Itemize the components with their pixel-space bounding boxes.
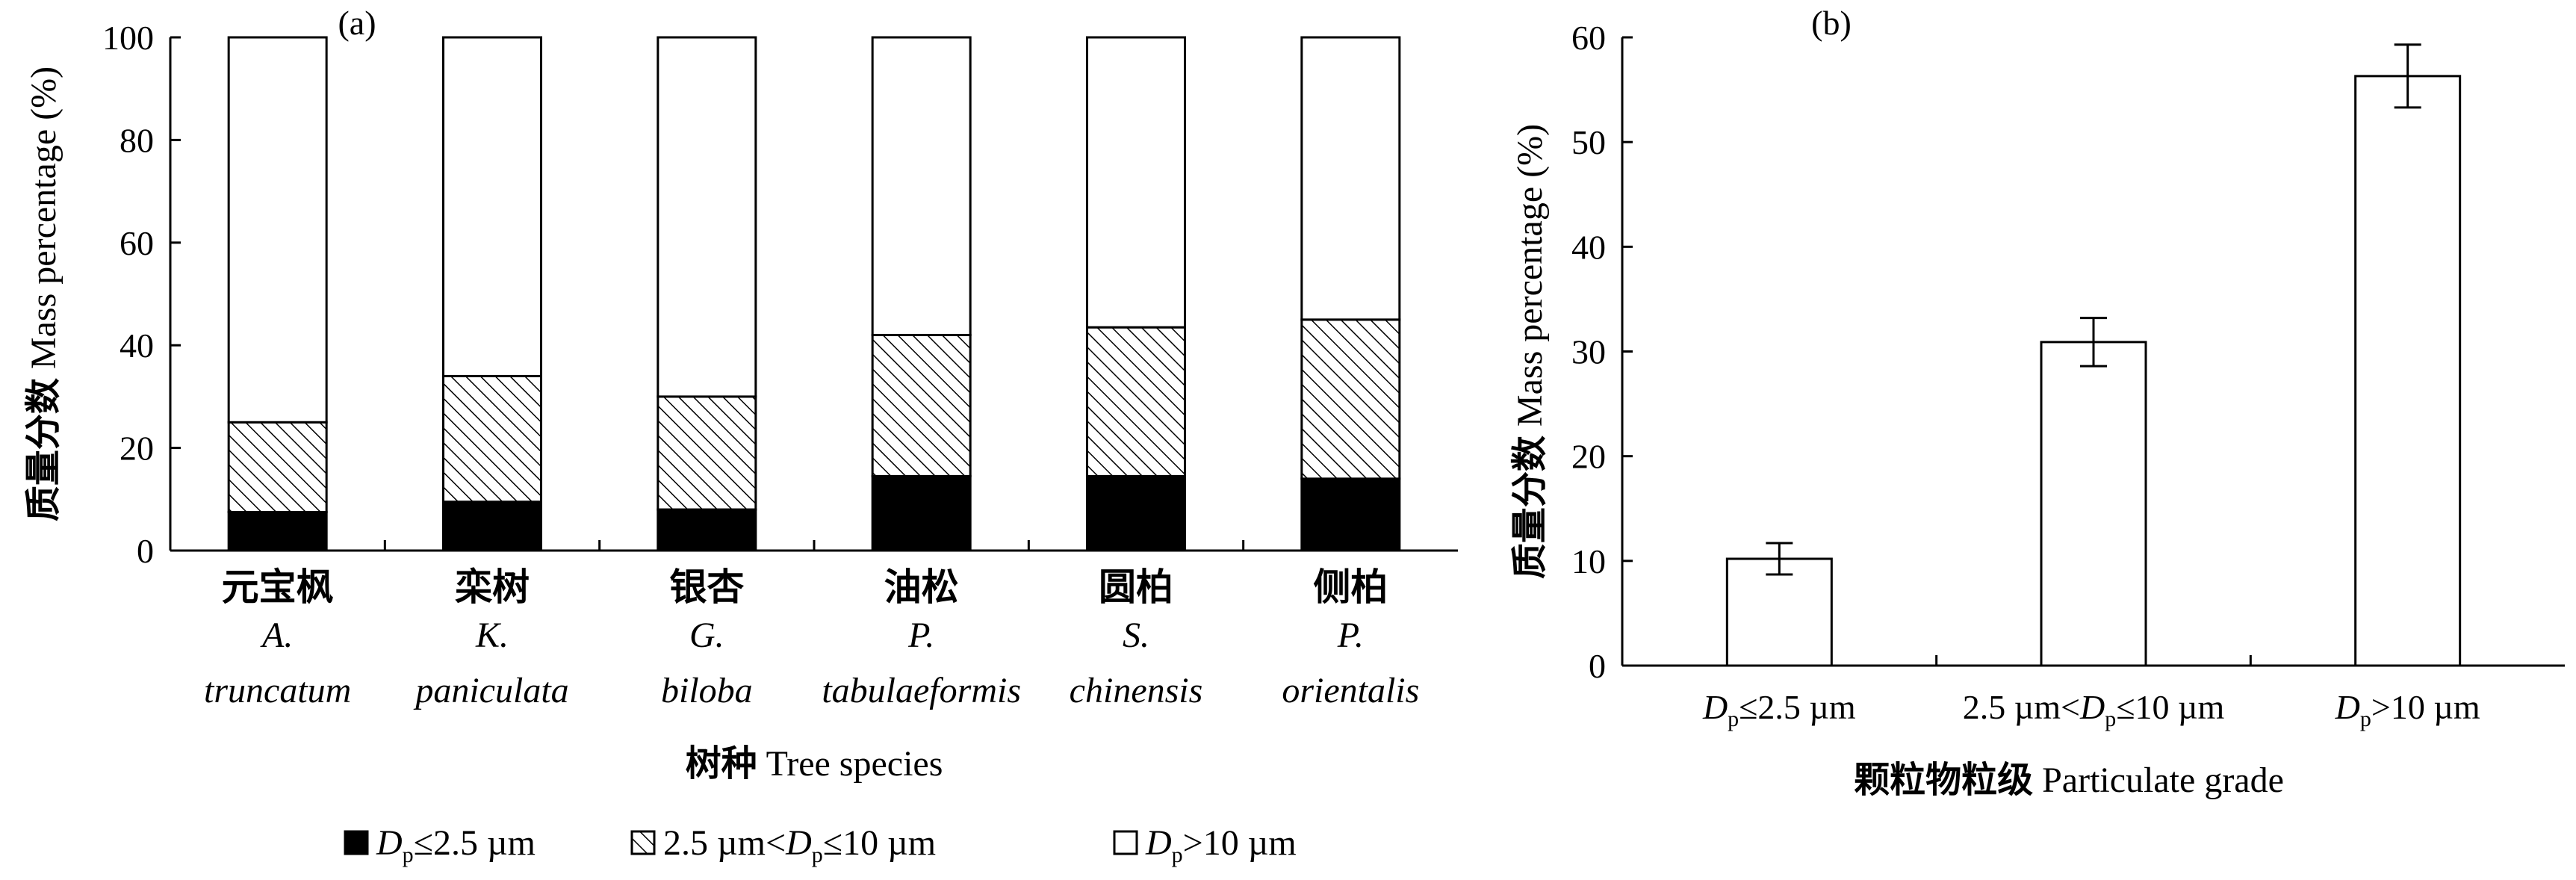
category-label-cn: 油松: [884, 566, 959, 608]
category-label-species: orientalis: [1282, 671, 1419, 710]
y-tick-label: 20: [120, 430, 154, 468]
panel-label-a: (a): [338, 4, 376, 42]
bar-segment-2: [227, 421, 328, 513]
category-label-species: truncatum: [204, 671, 351, 710]
bar-segment-3: [227, 36, 328, 424]
legend-swatch: [344, 830, 369, 855]
y-axis-title: 质量分数 Mass percentage (%): [1510, 124, 1550, 579]
category-label-genus: A.: [260, 616, 293, 655]
category-label-genus: P.: [1337, 616, 1364, 655]
x-axis-title: 树种 Tree species: [686, 744, 943, 784]
bar-segment-1: [657, 508, 757, 552]
y-tick-label: 0: [1589, 647, 1606, 685]
y-tick-label: 0: [137, 532, 154, 570]
bar-segment-1: [227, 510, 328, 552]
panel-label-b: (b): [1811, 4, 1852, 42]
y-axis-title: 质量分数 Mass percentage (%): [24, 66, 63, 521]
panel-a: 0 20 40 60 80 100 元宝枫 A. truncatum 栾树 K. paniculata…: [24, 4, 1458, 867]
y-tick-label: 60: [120, 224, 154, 262]
bar: [2040, 341, 2147, 667]
category-label-genus: K.: [475, 616, 509, 655]
legend-label: Dp≤2.5 µm: [376, 823, 536, 867]
bar-segment-1: [871, 474, 972, 552]
category-label-cn: 银杏: [669, 566, 744, 608]
bar-segment-2: [871, 333, 972, 477]
y-tick-label: 40: [120, 326, 154, 365]
bar: [1725, 557, 1833, 667]
y-tick-label: 40: [1571, 228, 1606, 266]
bar-segment-1: [1300, 477, 1401, 552]
y-tick-label: 30: [1571, 333, 1606, 371]
category-label-cn: 圆柏: [1099, 566, 1173, 608]
bar-segment-3: [1300, 36, 1401, 321]
y-tick-label: 60: [1571, 19, 1606, 57]
bar-segment-1: [1086, 474, 1186, 552]
category-label-species: paniculata: [413, 671, 568, 710]
category-label: Dp>10 µm: [2335, 688, 2480, 731]
bar-segment-2: [1300, 318, 1401, 480]
bar-segment-2: [442, 374, 542, 503]
category-label-species: tabulaeformis: [822, 671, 1021, 710]
legend-swatch: [1113, 830, 1138, 855]
y-tick-label: 100: [102, 19, 154, 57]
y-tick-label: 80: [120, 121, 154, 159]
bar-segment-3: [442, 36, 542, 377]
category-label-species: chinensis: [1070, 671, 1203, 710]
legend-label: Dp>10 µm: [1145, 823, 1297, 867]
category-label-cn: 元宝枫: [222, 566, 334, 608]
category-label: Dp≤2.5 µm: [1702, 688, 1856, 731]
y-tick-label: 50: [1571, 123, 1606, 161]
legend-label: 2.5 µm<Dp≤10 µm: [663, 823, 936, 867]
category-label-cn: 栾树: [455, 566, 530, 608]
bar-segment-3: [1086, 36, 1186, 329]
category-label-cn: 侧柏: [1313, 566, 1388, 608]
category-label-genus: S.: [1123, 616, 1149, 655]
category-label-genus: G.: [689, 616, 724, 655]
y-tick-label: 10: [1571, 542, 1606, 580]
panel-b: 0 10 20 30 40 50 60 Dp≤2.5 µm 2.5 µm<Dp≤10 µm Dp>…: [1510, 4, 2565, 800]
category-label-genus: P.: [907, 616, 934, 655]
bar-segment-3: [871, 36, 972, 336]
x-axis-title: 颗粒物粒级 Particulate grade: [1854, 760, 2284, 800]
bar: [2354, 75, 2462, 667]
category-label: 2.5 µm<Dp≤10 µm: [1963, 688, 2225, 731]
category-label-species: biloba: [661, 671, 753, 710]
bar-segment-2: [657, 395, 757, 511]
bar-segment-3: [657, 36, 757, 398]
legend-swatch: [630, 830, 656, 855]
bar-segment-2: [1086, 326, 1186, 477]
bar-segment-1: [442, 501, 542, 552]
y-tick-label: 20: [1571, 438, 1606, 476]
